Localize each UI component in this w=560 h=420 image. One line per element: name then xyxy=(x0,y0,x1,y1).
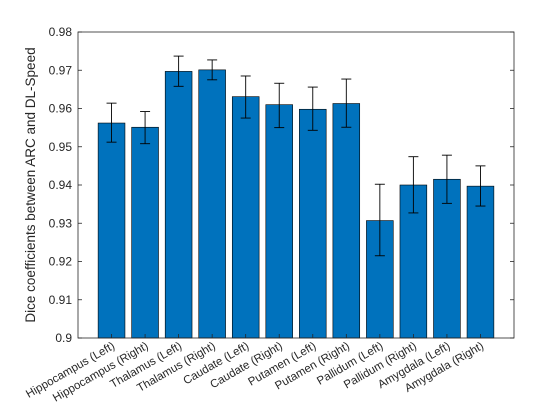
bar xyxy=(332,103,361,339)
bar xyxy=(265,104,293,339)
y-tick-label: 0.94 xyxy=(49,178,73,192)
y-tick-label: 0.93 xyxy=(49,216,73,230)
bar xyxy=(466,185,495,339)
y-tick-label: 0.97 xyxy=(49,63,73,77)
y-axis: 0.9 0.91 0.92 0.93 0.94 0.95 0.96 0.97 0.98 xyxy=(49,25,514,345)
bar xyxy=(164,71,193,339)
y-tick-label: 0.92 xyxy=(49,255,73,269)
y-tick-label: 0.95 xyxy=(49,140,73,154)
bar xyxy=(97,122,126,339)
y-tick-label: 0.9 xyxy=(55,331,72,345)
y-tick-label: 0.98 xyxy=(49,25,73,39)
error-bars xyxy=(106,55,486,257)
y-tick-label: 0.96 xyxy=(49,102,73,116)
y-tick-label: 0.91 xyxy=(49,293,73,307)
bar xyxy=(198,69,226,339)
bar xyxy=(299,108,327,339)
bar xyxy=(131,126,159,339)
y-axis-label: Dice coefficients between ARC and DL-Spe… xyxy=(23,47,38,322)
bar xyxy=(231,96,260,339)
